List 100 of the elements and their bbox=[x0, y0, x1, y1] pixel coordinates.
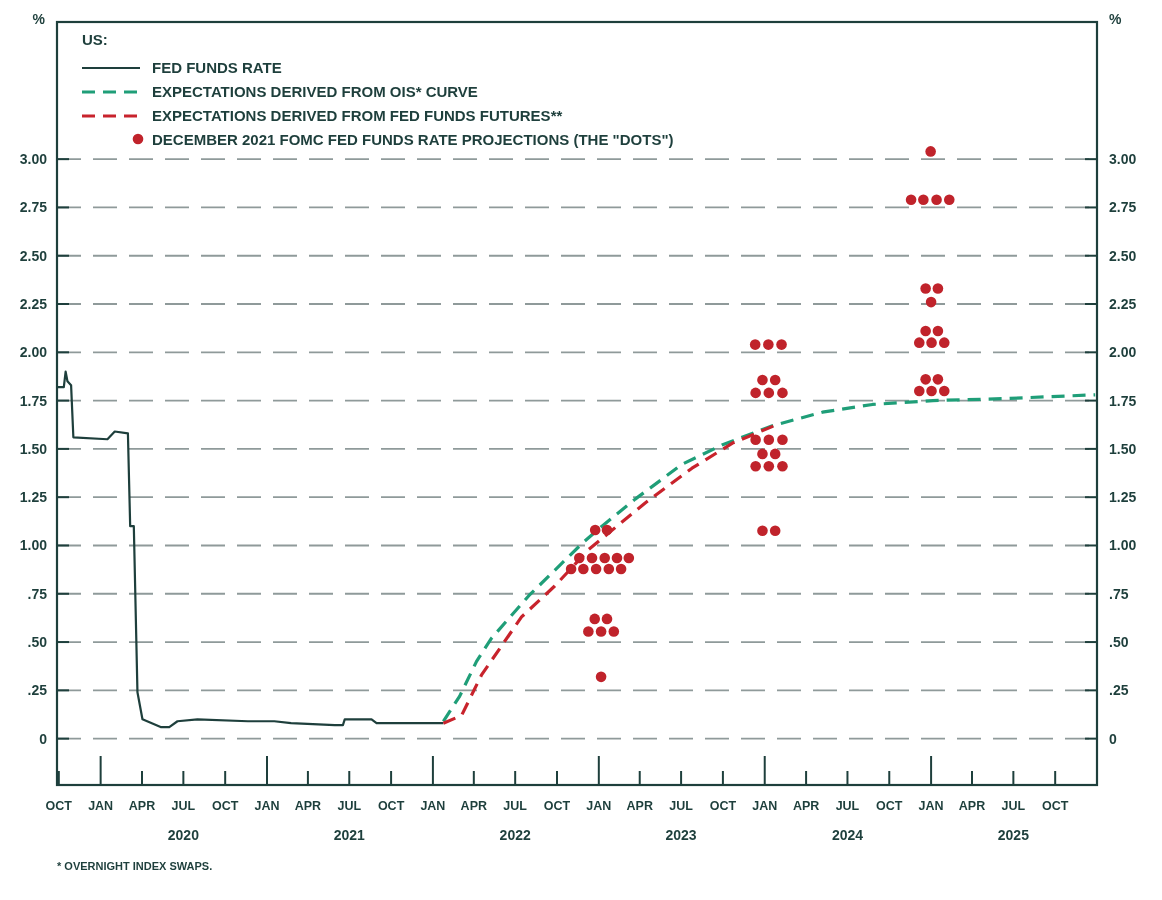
y-tick-label: 2.75 bbox=[19, 199, 48, 216]
point bbox=[763, 460, 775, 472]
y2-tick-label: 1.00 bbox=[1109, 537, 1137, 554]
x-tick-label: OCT bbox=[1041, 799, 1069, 813]
point bbox=[920, 374, 931, 385]
point bbox=[590, 563, 602, 575]
y-tick-label: .50 bbox=[27, 633, 48, 650]
point bbox=[932, 283, 944, 294]
x-tick-label: OCT bbox=[543, 799, 571, 813]
x-tick-label: OCT bbox=[377, 799, 405, 813]
y-tick-label: 1.00 bbox=[19, 537, 48, 554]
point bbox=[750, 387, 761, 399]
x-tick-label: APR bbox=[128, 799, 156, 813]
y2-tick-label: 3.00 bbox=[1109, 151, 1137, 168]
point bbox=[757, 448, 768, 460]
point bbox=[750, 460, 761, 472]
x-tick-label: JAN bbox=[752, 799, 778, 813]
point bbox=[763, 434, 775, 446]
point bbox=[920, 283, 931, 294]
y2-tick-label: 2.50 bbox=[1109, 247, 1137, 264]
x-tick-label: JUL 2024 bbox=[831, 799, 864, 843]
legend-label: EXPECTATIONS DERIVED FROM FED FUNDS FUTURES** bbox=[152, 107, 563, 124]
x-tick-label: JUL 2021 bbox=[333, 799, 366, 843]
point bbox=[943, 194, 955, 206]
y-tick-label: 3.00 bbox=[19, 151, 48, 168]
y2-tick-label: .50 bbox=[1109, 633, 1129, 650]
x-tick-label: OCT bbox=[876, 799, 903, 813]
point bbox=[757, 374, 768, 386]
y-tick-label: 0 bbox=[39, 730, 48, 747]
y-tick-label: 1.50 bbox=[19, 440, 48, 457]
point bbox=[913, 385, 925, 397]
text: * OVERNIGHT INDEX SWAPS. bbox=[57, 860, 213, 872]
point bbox=[601, 613, 613, 625]
y-tick-label: .25 bbox=[27, 682, 48, 699]
x-tick-label: JUL 2022 bbox=[499, 799, 531, 843]
point bbox=[932, 374, 944, 385]
point bbox=[611, 552, 623, 564]
x-tick-label: OCT bbox=[45, 799, 73, 813]
point bbox=[925, 146, 936, 157]
point bbox=[926, 337, 937, 348]
y-tick-label: .75 bbox=[27, 585, 48, 602]
x-tick-label: JAN bbox=[586, 799, 612, 813]
x-tick-label: JAN bbox=[918, 799, 944, 813]
point bbox=[763, 339, 774, 350]
y2-tick-label: .25 bbox=[1109, 682, 1129, 699]
point bbox=[623, 552, 635, 564]
y2-tick-label: 1.25 bbox=[1109, 489, 1137, 506]
x-tick-label: JAN bbox=[420, 799, 446, 813]
x-tick-label: OCT bbox=[211, 799, 239, 813]
x-tick-label: JUL 2020 bbox=[167, 799, 200, 843]
point bbox=[586, 552, 598, 564]
point bbox=[757, 525, 768, 537]
point bbox=[769, 525, 781, 537]
y-tick-label: 2.50 bbox=[19, 247, 48, 264]
x-tick-label: APR bbox=[958, 799, 986, 813]
legend-label: FED FUNDS RATE bbox=[152, 59, 282, 76]
y-tick-label: 1.75 bbox=[19, 392, 48, 409]
point bbox=[777, 460, 788, 472]
point bbox=[583, 626, 594, 637]
y-tick-label: 2.25 bbox=[19, 295, 48, 312]
y-tick-label: 2.00 bbox=[19, 344, 48, 361]
point bbox=[931, 194, 942, 206]
point bbox=[565, 563, 577, 575]
point bbox=[763, 387, 775, 399]
point bbox=[573, 552, 585, 564]
x-tick-label: APR bbox=[792, 799, 820, 813]
point bbox=[920, 325, 931, 337]
line-series bbox=[441, 424, 776, 725]
point bbox=[938, 385, 950, 397]
y-axis-title: % bbox=[32, 11, 46, 27]
point bbox=[750, 434, 761, 446]
point bbox=[925, 296, 937, 308]
point bbox=[769, 448, 781, 460]
y2-tick-label: 2.00 bbox=[1109, 344, 1137, 361]
point bbox=[589, 524, 601, 536]
point bbox=[905, 194, 917, 206]
point bbox=[776, 339, 787, 350]
point bbox=[601, 524, 613, 536]
point bbox=[595, 671, 607, 683]
point bbox=[932, 325, 944, 337]
y2-axis-title: % bbox=[1109, 11, 1122, 27]
legend-label: EXPECTATIONS DERIVED FROM OIS* CURVE bbox=[152, 83, 478, 100]
x-tick-label: APR bbox=[294, 799, 322, 813]
point bbox=[918, 194, 929, 206]
point bbox=[777, 387, 788, 399]
y2-tick-label: 2.75 bbox=[1109, 199, 1137, 216]
point bbox=[926, 385, 937, 397]
point bbox=[749, 339, 761, 350]
point bbox=[913, 337, 925, 348]
legend-label: DECEMBER 2021 FOMC FED FUNDS RATE PROJECTIONS (THE "DOTS") bbox=[152, 131, 674, 148]
x-tick-label: APR bbox=[626, 799, 653, 813]
point bbox=[777, 434, 788, 446]
point bbox=[589, 613, 601, 625]
point bbox=[608, 626, 620, 637]
point bbox=[599, 552, 611, 564]
y2-tick-label: 0 bbox=[1109, 730, 1117, 747]
point bbox=[938, 337, 950, 348]
point bbox=[769, 374, 781, 386]
y2-tick-label: .75 bbox=[1109, 585, 1129, 602]
y2-tick-label: 2.25 bbox=[1109, 295, 1137, 312]
